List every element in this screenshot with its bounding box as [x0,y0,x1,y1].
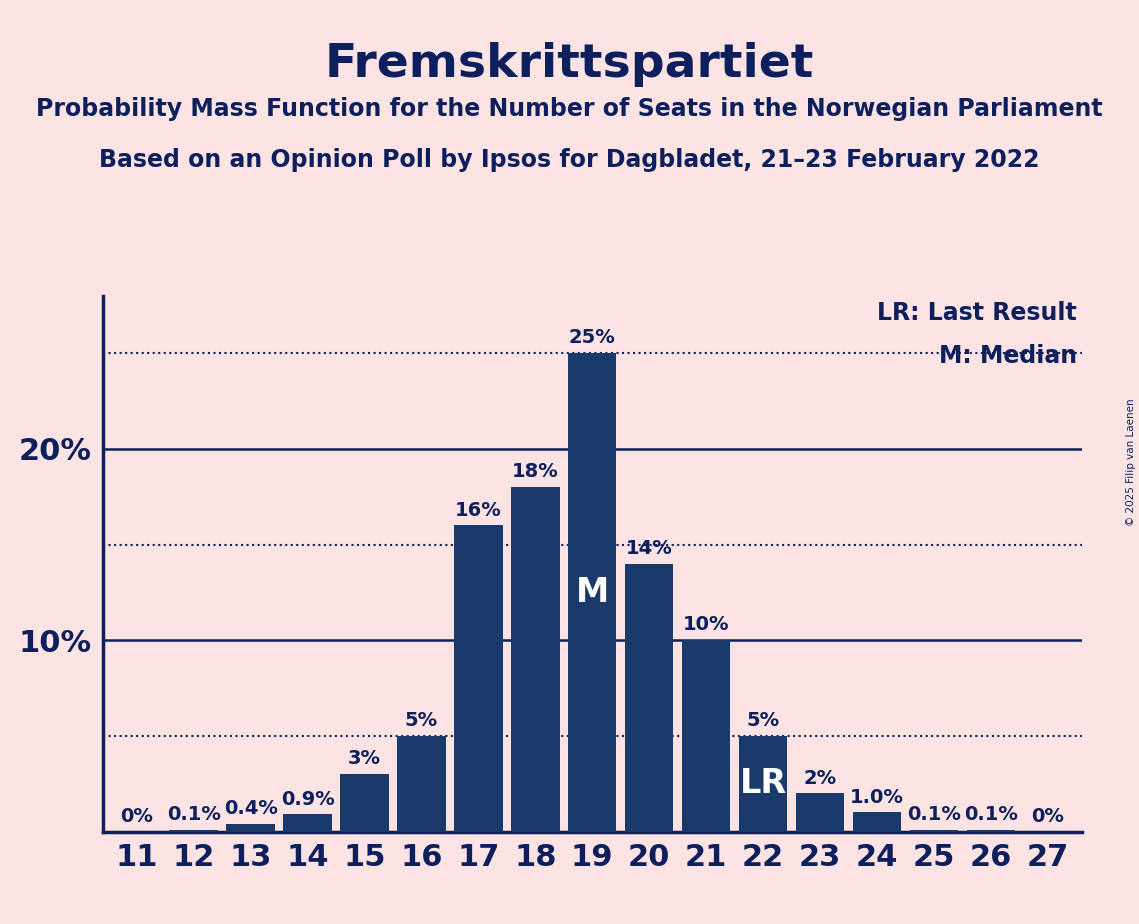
Text: 0.9%: 0.9% [280,790,335,808]
Bar [625,564,673,832]
Text: 16%: 16% [454,501,502,519]
Text: 0.1%: 0.1% [166,805,221,824]
Text: 5%: 5% [746,711,780,730]
Text: 2%: 2% [803,769,837,787]
Bar [910,830,958,832]
Text: Fremskrittspartiet: Fremskrittspartiet [325,42,814,87]
Text: M: M [575,576,609,609]
Bar [284,814,331,832]
Text: 3%: 3% [349,749,380,769]
Text: 1.0%: 1.0% [850,788,904,807]
Text: 0.4%: 0.4% [223,799,278,819]
Text: 0.1%: 0.1% [964,805,1018,824]
Bar [853,812,901,832]
Bar [682,640,730,832]
Text: Based on an Opinion Poll by Ipsos for Dagbladet, 21–23 February 2022: Based on an Opinion Poll by Ipsos for Da… [99,148,1040,172]
Bar [511,487,559,832]
Bar [568,353,616,832]
Bar [796,794,844,832]
Text: 0.1%: 0.1% [907,805,961,824]
Text: LR: LR [739,767,787,800]
Bar [341,774,388,832]
Bar [739,736,787,832]
Text: © 2025 Filip van Laenen: © 2025 Filip van Laenen [1126,398,1136,526]
Bar [170,830,218,832]
Text: Probability Mass Function for the Number of Seats in the Norwegian Parliament: Probability Mass Function for the Number… [36,97,1103,121]
Text: 0%: 0% [121,807,153,826]
Text: 5%: 5% [404,711,439,730]
Text: M: Median: M: Median [939,344,1077,368]
Bar [967,830,1015,832]
Text: 25%: 25% [568,328,616,347]
Bar [454,526,502,832]
Text: 0%: 0% [1032,807,1064,826]
Bar [398,736,445,832]
Text: 10%: 10% [683,615,729,635]
Text: 18%: 18% [511,462,559,481]
Text: LR: Last Result: LR: Last Result [877,301,1077,325]
Bar [227,824,274,832]
Text: 14%: 14% [625,539,673,558]
